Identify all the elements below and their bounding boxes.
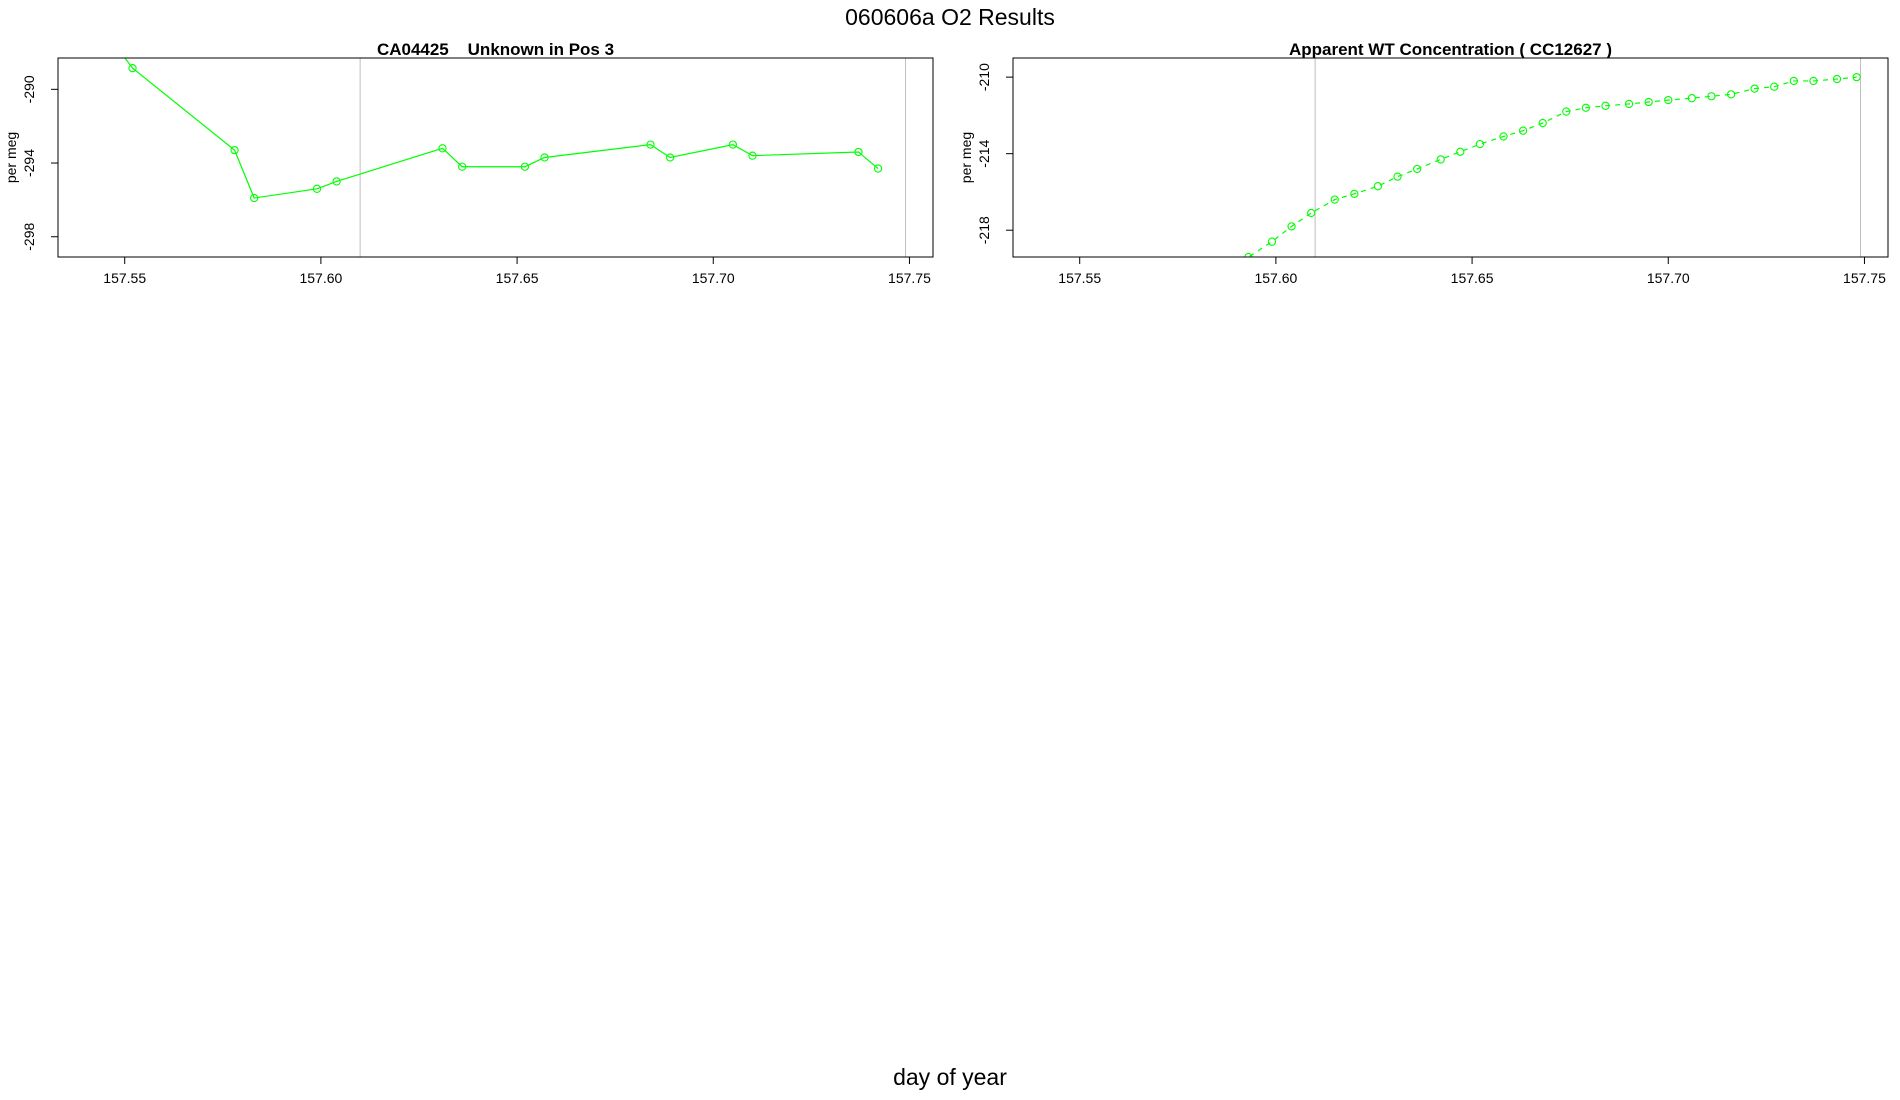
chart-0-data-point [873, 164, 883, 173]
chart-0-x-tick-label: 157.65 [496, 270, 539, 286]
chart-1-data-point [1581, 103, 1591, 112]
figure-title: 060606a O2 Results [845, 4, 1055, 30]
chart-0-data-point [854, 147, 863, 157]
chart-1-title: Apparent WT Concentration ( CC12627 ) [1289, 40, 1612, 59]
chart-1-data-point [1350, 189, 1359, 199]
chart-1-data-point [1267, 237, 1277, 246]
chart-1-series-line [1247, 76, 1857, 257]
chart-1-data-point [1770, 82, 1779, 91]
chart-0-y-tick-label: -294 [21, 149, 37, 177]
chart-0-title: CA04425 Unknown in Pos 3 [377, 40, 614, 59]
chart-0-data-point [457, 162, 467, 171]
chart-1-y-tick-label: -214 [976, 139, 992, 167]
chart-1-data-point [1707, 92, 1716, 101]
chart-1-x-tick-label: 157.60 [1254, 270, 1297, 286]
chart-1-data-point [1412, 164, 1422, 174]
chart-1-x-tick-label: 157.65 [1451, 270, 1494, 286]
chart-1-data-point [1436, 155, 1445, 164]
chart-panel-right: 157.55 157.60 157.65 157.70 157.75 -210 -214 -2… [958, 40, 1889, 286]
chart-panel-left: 157.55 157.60 157.65 157.70 157.75 -290 -294 -2… [3, 40, 934, 286]
chart-1-data-point [1726, 90, 1736, 99]
chart-1-data-point [1518, 126, 1528, 135]
chart-1-data-point [1456, 147, 1465, 156]
chart-1-data-point [1307, 208, 1316, 218]
chart-0-y-tick-label: -290 [21, 75, 37, 103]
chart-1-y-axis-label: per meg [958, 132, 974, 183]
chart-0-data-point [665, 153, 675, 162]
chart-1-data-point [1687, 94, 1696, 103]
chart-1-data-point [1475, 139, 1485, 149]
chart-1-data-point [1393, 172, 1402, 181]
chart-1-data-point [1330, 195, 1339, 204]
chart-0-data-point [438, 144, 447, 153]
chart-0-data-point [728, 140, 738, 149]
chart-0-y-axis-label: per meg [3, 132, 19, 183]
chart-1-data-point [1287, 222, 1296, 231]
chart-0-data-point [540, 153, 549, 162]
chart-1-data-point [1809, 76, 1818, 86]
chart-1-data-point [1852, 72, 1861, 82]
chart-1-data-point [1789, 76, 1798, 86]
chart-0-x-tick-label: 157.75 [888, 270, 931, 286]
chart-1-x-tick-label: 157.55 [1058, 270, 1101, 286]
chart-1-data-point [1832, 74, 1842, 84]
chart-0-data-point [250, 193, 259, 203]
chart-1-y-tick-label: -210 [976, 63, 992, 91]
chart-1-data-point [1499, 132, 1508, 141]
chart-0-series-line [124, 58, 879, 199]
chart-0-data-point [230, 145, 239, 155]
chart-1-x-tick-label: 157.75 [1843, 270, 1886, 286]
chart-0-x-tick-label: 157.55 [103, 270, 146, 286]
chart-0-data-point [312, 184, 322, 193]
chart-1-data-point [1644, 97, 1653, 107]
chart-1-y-tick-label: -218 [976, 216, 992, 244]
chart-0-plot-frame [57, 57, 934, 258]
chart-1-data-point [1562, 107, 1571, 116]
chart-1-data-point [1538, 118, 1547, 128]
chart-1-plot-frame [1012, 57, 1889, 258]
chart-1-data-point [1373, 182, 1383, 191]
chart-0-data-point [128, 63, 137, 73]
figure-xlabel: day of year [893, 1064, 1007, 1090]
chart-0-data-point [646, 140, 655, 149]
chart-1-data-point [1664, 95, 1673, 105]
chart-0-data-point [332, 177, 341, 186]
chart-1-data-point [1750, 84, 1759, 93]
chart-0-data-point [748, 151, 757, 160]
chart-1-data-point [1601, 101, 1610, 110]
chart-0-y-tick-label: -298 [21, 223, 37, 251]
chart-0-x-tick-label: 157.70 [692, 270, 735, 286]
chart-0-data-point [520, 162, 530, 171]
chart-1-x-tick-label: 157.70 [1647, 270, 1690, 286]
chart-0-x-tick-label: 157.60 [299, 270, 342, 286]
chart-1-data-point [1624, 99, 1634, 109]
